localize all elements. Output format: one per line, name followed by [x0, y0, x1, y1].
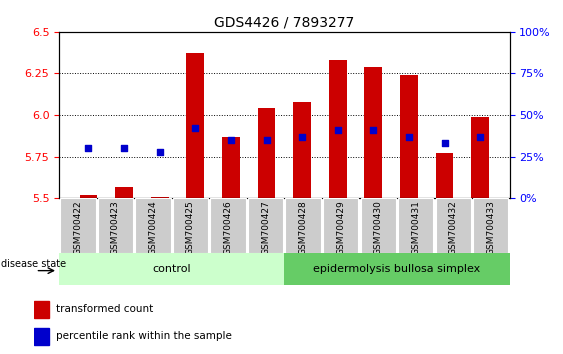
Point: [476, 134, 485, 139]
FancyBboxPatch shape: [473, 198, 508, 253]
Text: GSM700423: GSM700423: [111, 200, 120, 255]
Point: [191, 126, 200, 131]
Text: GSM700433: GSM700433: [486, 200, 495, 255]
Text: GSM700426: GSM700426: [224, 200, 233, 255]
FancyBboxPatch shape: [398, 198, 434, 253]
Bar: [34, 301, 48, 318]
Bar: [222, 137, 240, 198]
FancyBboxPatch shape: [248, 198, 283, 253]
FancyBboxPatch shape: [211, 198, 245, 253]
FancyBboxPatch shape: [59, 253, 284, 285]
Bar: [329, 60, 347, 198]
Point: [404, 134, 413, 139]
Point: [262, 137, 271, 143]
FancyBboxPatch shape: [135, 198, 171, 253]
Point: [226, 137, 235, 143]
Bar: [79, 195, 97, 198]
Text: transformed count: transformed count: [56, 304, 153, 314]
Bar: [293, 102, 311, 198]
Text: disease state: disease state: [1, 259, 66, 269]
Bar: [258, 108, 275, 198]
Text: GSM700422: GSM700422: [73, 200, 82, 255]
Bar: [436, 153, 453, 198]
Bar: [151, 196, 168, 198]
Text: GSM700429: GSM700429: [336, 200, 345, 255]
Text: GSM700427: GSM700427: [261, 200, 270, 255]
Text: GSM700428: GSM700428: [298, 200, 307, 255]
Bar: [471, 117, 489, 198]
Text: epidermolysis bullosa simplex: epidermolysis bullosa simplex: [313, 264, 481, 274]
Bar: [34, 328, 48, 345]
Point: [298, 134, 307, 139]
Bar: [364, 67, 382, 198]
Text: GSM700431: GSM700431: [411, 200, 420, 255]
FancyBboxPatch shape: [173, 198, 208, 253]
Point: [369, 127, 378, 133]
FancyBboxPatch shape: [98, 198, 133, 253]
Point: [155, 149, 164, 154]
Bar: [186, 53, 204, 198]
Bar: [400, 75, 418, 198]
Point: [440, 141, 449, 146]
Text: control: control: [153, 264, 191, 274]
FancyBboxPatch shape: [60, 198, 96, 253]
Title: GDS4426 / 7893277: GDS4426 / 7893277: [214, 15, 355, 29]
FancyBboxPatch shape: [360, 198, 396, 253]
Text: GSM700425: GSM700425: [186, 200, 195, 255]
Bar: [115, 187, 133, 198]
Point: [333, 127, 342, 133]
FancyBboxPatch shape: [285, 198, 321, 253]
Point: [84, 145, 93, 151]
Text: GSM700424: GSM700424: [149, 200, 158, 255]
Text: GSM700432: GSM700432: [449, 200, 458, 255]
FancyBboxPatch shape: [323, 198, 358, 253]
FancyBboxPatch shape: [436, 198, 471, 253]
FancyBboxPatch shape: [284, 253, 510, 285]
Text: percentile rank within the sample: percentile rank within the sample: [56, 331, 232, 341]
Text: GSM700430: GSM700430: [374, 200, 383, 255]
Point: [119, 145, 128, 151]
